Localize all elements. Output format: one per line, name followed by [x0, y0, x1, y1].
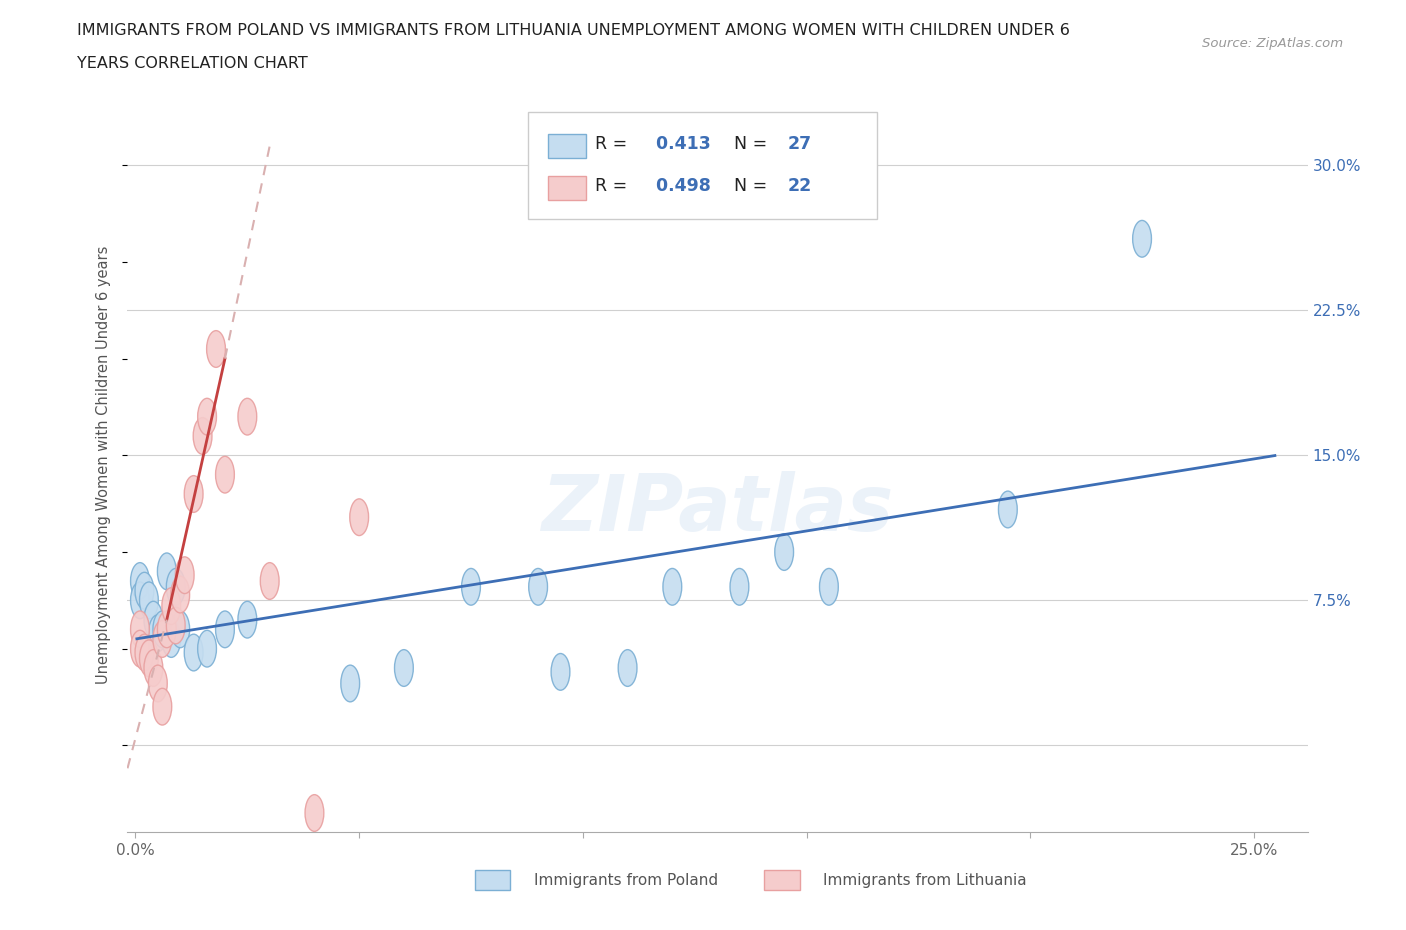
- Ellipse shape: [149, 615, 167, 652]
- Ellipse shape: [149, 665, 167, 702]
- Ellipse shape: [820, 568, 838, 605]
- Ellipse shape: [184, 475, 202, 512]
- Ellipse shape: [238, 398, 257, 435]
- Ellipse shape: [131, 563, 149, 599]
- Ellipse shape: [305, 794, 323, 831]
- Ellipse shape: [176, 557, 194, 593]
- Text: 0.413: 0.413: [650, 135, 710, 153]
- FancyBboxPatch shape: [529, 113, 876, 219]
- Text: R =: R =: [595, 177, 633, 194]
- FancyBboxPatch shape: [548, 176, 586, 200]
- Ellipse shape: [157, 553, 176, 590]
- Ellipse shape: [350, 498, 368, 536]
- Ellipse shape: [172, 577, 190, 613]
- Text: 27: 27: [787, 135, 813, 153]
- Ellipse shape: [215, 457, 235, 493]
- FancyBboxPatch shape: [548, 134, 586, 158]
- Ellipse shape: [162, 620, 180, 658]
- Text: N =: N =: [723, 135, 773, 153]
- Ellipse shape: [184, 634, 202, 671]
- Text: Immigrants from Lithuania: Immigrants from Lithuania: [824, 872, 1026, 887]
- Ellipse shape: [775, 534, 793, 570]
- Ellipse shape: [207, 331, 225, 367]
- Text: ZIPatlas: ZIPatlas: [541, 472, 893, 547]
- Ellipse shape: [166, 607, 186, 644]
- Ellipse shape: [551, 654, 569, 690]
- Ellipse shape: [153, 688, 172, 725]
- Ellipse shape: [619, 650, 637, 686]
- Y-axis label: Unemployment Among Women with Children Under 6 years: Unemployment Among Women with Children U…: [96, 246, 111, 684]
- Ellipse shape: [730, 568, 749, 605]
- Text: Source: ZipAtlas.com: Source: ZipAtlas.com: [1202, 37, 1343, 50]
- Ellipse shape: [143, 650, 163, 686]
- Text: YEARS CORRELATION CHART: YEARS CORRELATION CHART: [77, 56, 308, 71]
- Text: IMMIGRANTS FROM POLAND VS IMMIGRANTS FROM LITHUANIA UNEMPLOYMENT AMONG WOMEN WIT: IMMIGRANTS FROM POLAND VS IMMIGRANTS FRO…: [77, 23, 1070, 38]
- Ellipse shape: [215, 611, 235, 647]
- Ellipse shape: [238, 602, 257, 638]
- Ellipse shape: [395, 650, 413, 686]
- Ellipse shape: [162, 588, 180, 625]
- Ellipse shape: [461, 568, 481, 605]
- Ellipse shape: [340, 665, 360, 702]
- Ellipse shape: [131, 582, 149, 618]
- Ellipse shape: [153, 611, 172, 647]
- Ellipse shape: [198, 631, 217, 667]
- Ellipse shape: [153, 620, 172, 658]
- Ellipse shape: [664, 568, 682, 605]
- FancyBboxPatch shape: [475, 870, 510, 890]
- Text: 22: 22: [787, 177, 813, 194]
- Ellipse shape: [260, 563, 278, 599]
- Text: 0.498: 0.498: [650, 177, 710, 194]
- Ellipse shape: [131, 631, 149, 667]
- Ellipse shape: [139, 640, 159, 677]
- Ellipse shape: [139, 582, 159, 618]
- Ellipse shape: [193, 418, 212, 455]
- Ellipse shape: [131, 611, 149, 647]
- Ellipse shape: [198, 398, 217, 435]
- Ellipse shape: [135, 634, 153, 671]
- Ellipse shape: [1133, 220, 1152, 258]
- Ellipse shape: [135, 572, 153, 609]
- Ellipse shape: [998, 491, 1018, 528]
- Text: Immigrants from Poland: Immigrants from Poland: [534, 872, 718, 887]
- Ellipse shape: [143, 602, 163, 638]
- Text: N =: N =: [723, 177, 773, 194]
- Ellipse shape: [157, 611, 176, 647]
- Ellipse shape: [172, 611, 190, 647]
- Ellipse shape: [529, 568, 547, 605]
- Ellipse shape: [166, 568, 186, 605]
- Text: R =: R =: [595, 135, 633, 153]
- FancyBboxPatch shape: [765, 870, 800, 890]
